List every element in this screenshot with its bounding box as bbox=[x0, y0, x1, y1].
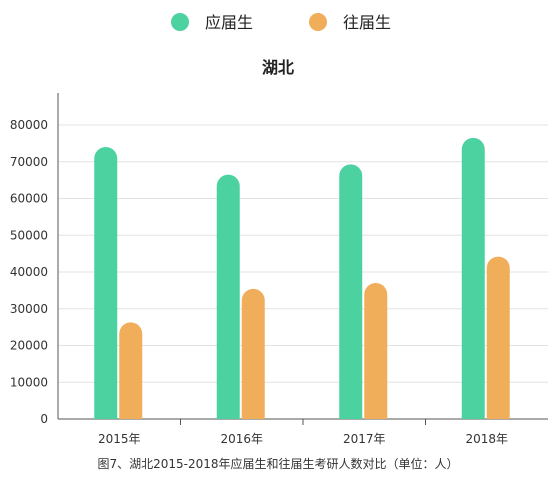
bar-series2 bbox=[241, 288, 265, 419]
bars bbox=[94, 137, 510, 420]
legend-swatch bbox=[309, 13, 327, 31]
x-tick-label: 2017年 bbox=[343, 432, 386, 446]
legend: 应届生 往届生 bbox=[171, 13, 391, 32]
y-tick-label: 0 bbox=[40, 412, 48, 426]
y-tick-label: 70000 bbox=[10, 155, 48, 169]
legend-label: 应届生 bbox=[205, 13, 253, 32]
figure-caption: 图7、湖北2015-2018年应届生和往届生考研人数对比（单位：人） bbox=[97, 457, 459, 471]
x-tick-label: 2018年 bbox=[465, 432, 508, 446]
y-tick-label: 30000 bbox=[10, 302, 48, 316]
bar-series1 bbox=[216, 174, 240, 419]
bar-series1 bbox=[461, 137, 485, 420]
legend-swatch bbox=[171, 13, 189, 31]
y-tick-label: 80000 bbox=[10, 118, 48, 132]
y-axis-ticks: 0 10000 20000 30000 40000 50000 60000 70000 8000… bbox=[10, 118, 48, 426]
x-axis-ticks: 2015年 2016年 2017年 2018年 bbox=[98, 432, 508, 446]
bar-series1 bbox=[339, 164, 363, 419]
x-tick-label: 2015年 bbox=[98, 432, 141, 446]
legend-label: 往届生 bbox=[343, 13, 391, 32]
chart-title: 湖北 bbox=[262, 58, 294, 77]
y-tick-label: 20000 bbox=[10, 339, 48, 353]
bar-series1 bbox=[94, 147, 118, 420]
x-tick-label: 2016年 bbox=[220, 432, 263, 446]
y-tick-label: 50000 bbox=[10, 228, 48, 242]
y-tick-label: 40000 bbox=[10, 265, 48, 279]
y-tick-label: 60000 bbox=[10, 192, 48, 206]
bar-series2 bbox=[119, 322, 143, 419]
bar-series2 bbox=[364, 283, 388, 419]
y-tick-label: 10000 bbox=[10, 375, 48, 389]
bar-series2 bbox=[486, 256, 510, 419]
